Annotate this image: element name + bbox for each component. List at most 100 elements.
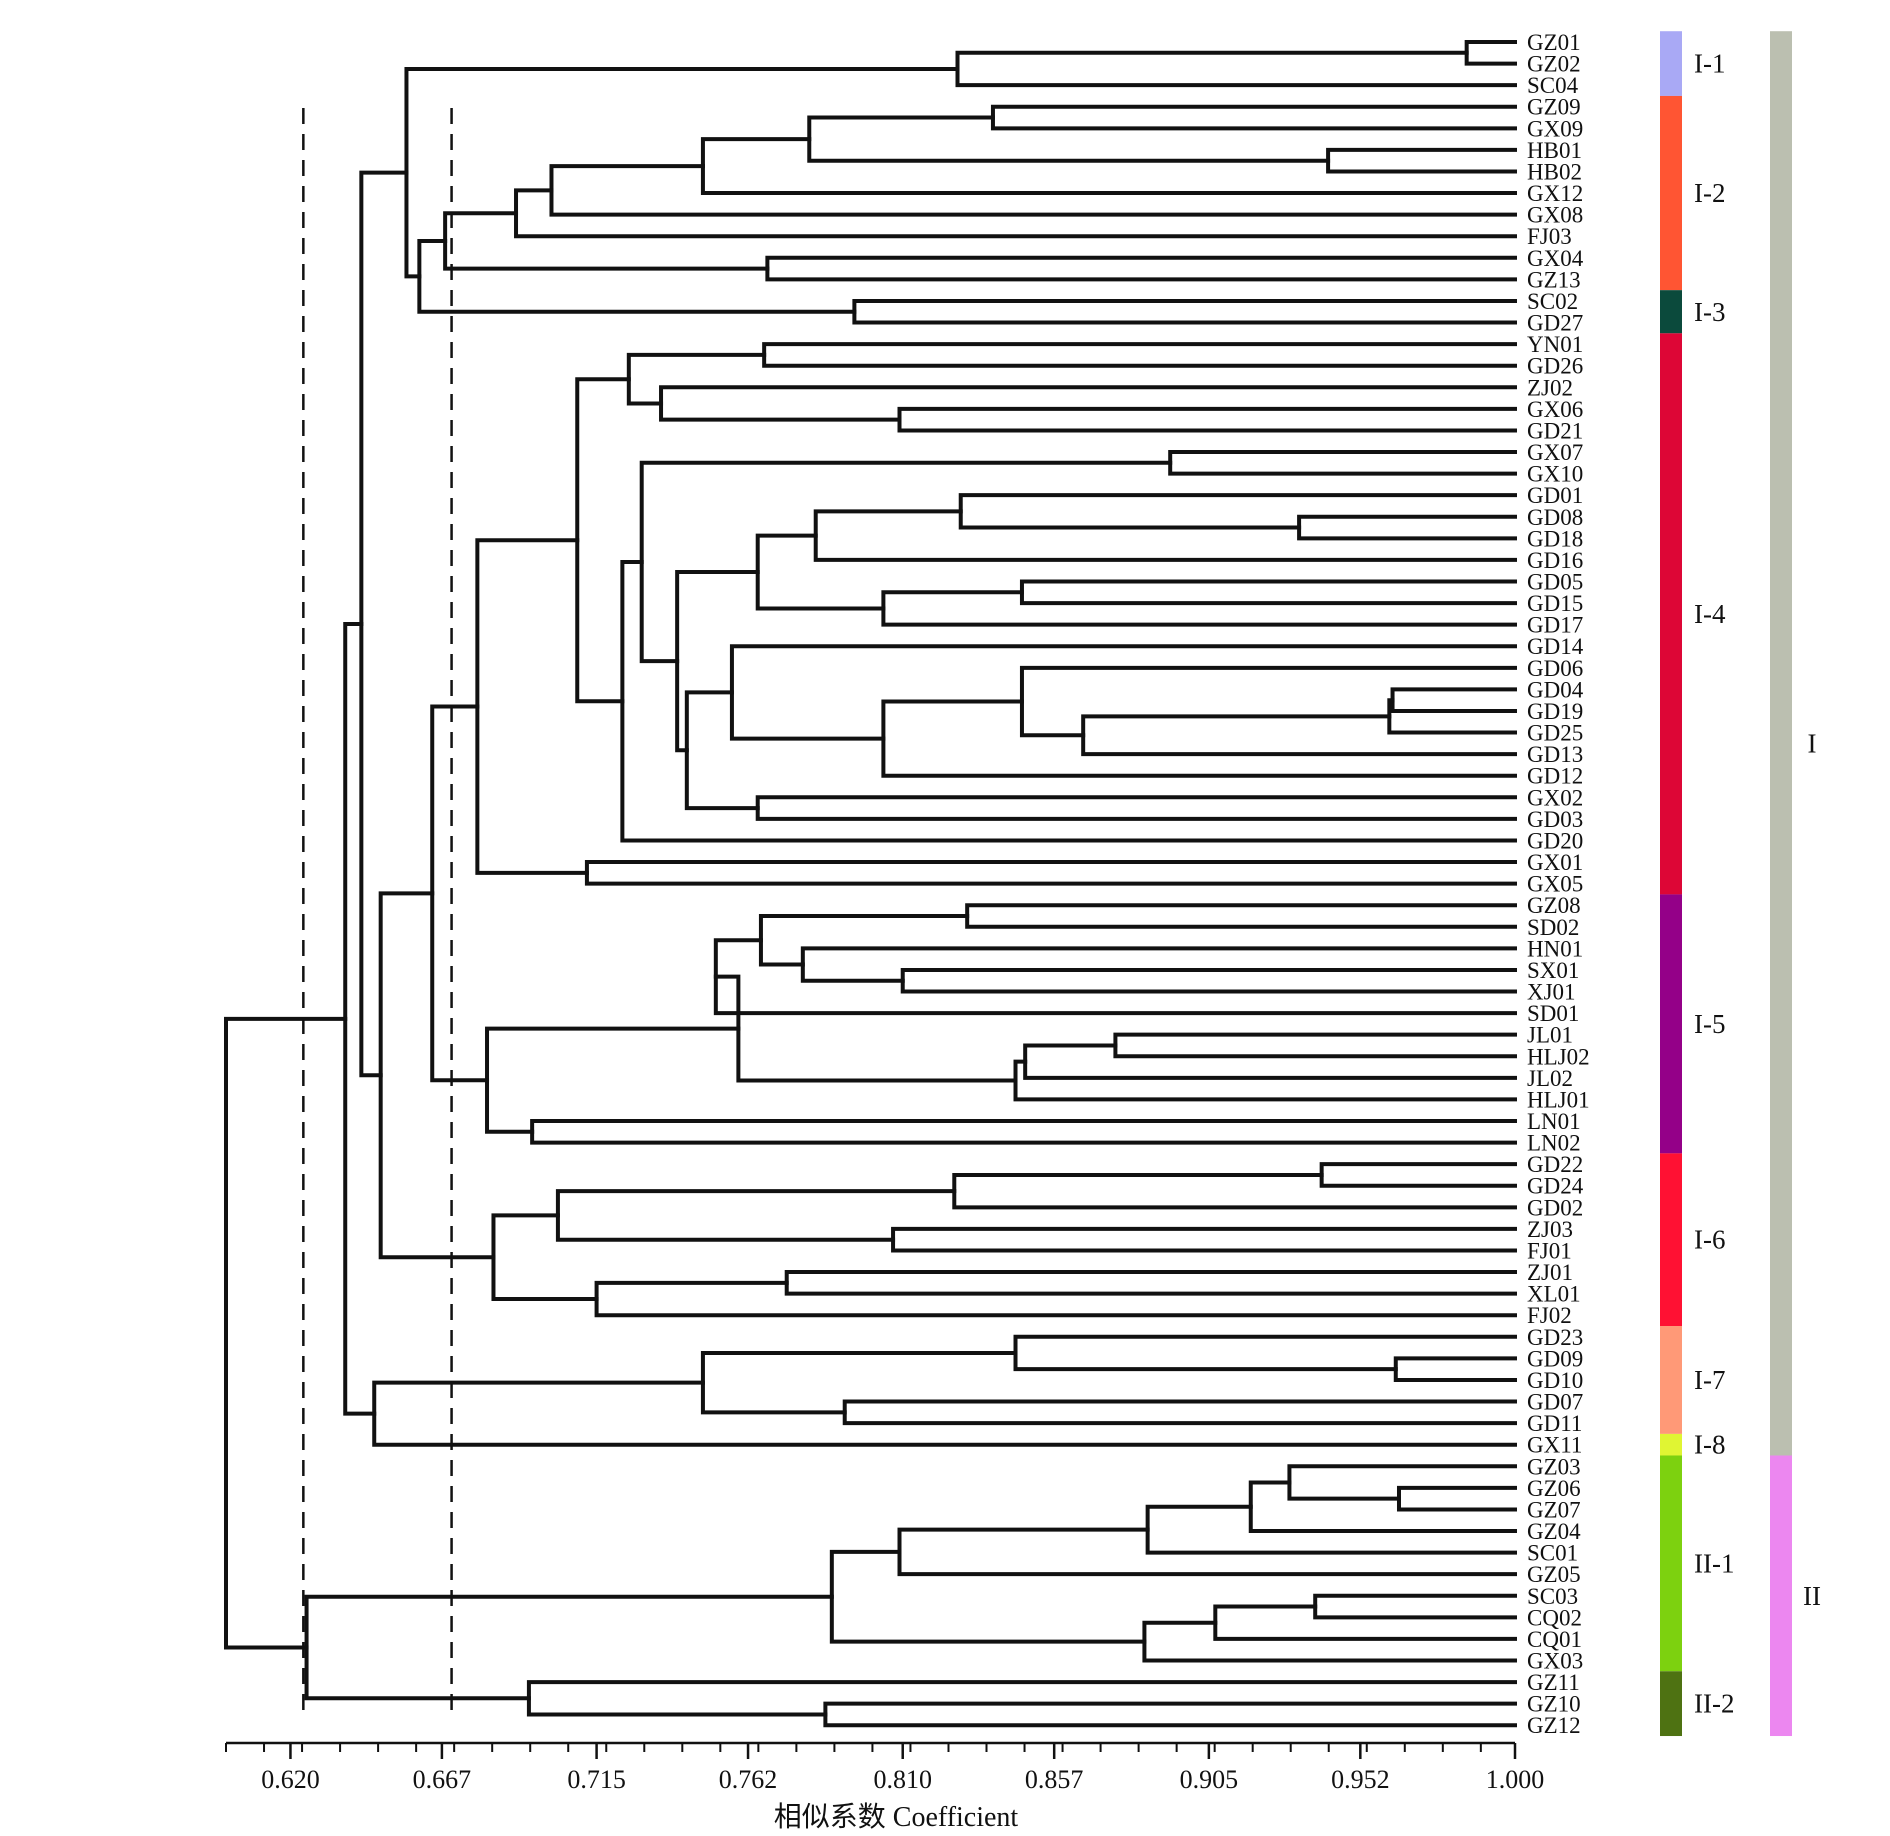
dendrogram-branch — [1019, 665, 1517, 738]
subgroup-label: I-8 — [1694, 1430, 1725, 1460]
leaf-label: YN01 — [1527, 332, 1583, 357]
leaf-label: ZJ01 — [1527, 1260, 1573, 1285]
axis-title: 相似系数 Coefficient — [774, 1801, 1019, 1831]
dendrogram-branch — [1387, 698, 1517, 735]
dendrogram-branch — [684, 690, 760, 811]
leaf-label: GD12 — [1527, 764, 1583, 789]
dendrogram-branch — [729, 644, 1517, 741]
leaf-label: GX06 — [1527, 397, 1583, 422]
dendrogram-branch — [675, 570, 760, 753]
leaf-label: SX01 — [1527, 958, 1579, 983]
leaf-label: XL01 — [1527, 1282, 1581, 1307]
leaf-label: GZ09 — [1527, 95, 1581, 120]
leaf-label: GX11 — [1527, 1433, 1582, 1458]
leaf-label: GD06 — [1527, 656, 1583, 681]
leaf-label: GD21 — [1527, 418, 1583, 443]
leaf-label: HLJ01 — [1527, 1087, 1590, 1112]
leaf-label: SC03 — [1527, 1584, 1578, 1609]
leaf-label: GX08 — [1527, 203, 1583, 228]
dendrogram-branch — [952, 1172, 1517, 1210]
dendrogram-branch — [584, 860, 1517, 886]
leaf-label: GZ04 — [1527, 1519, 1581, 1544]
dendrogram-branch — [784, 1270, 1517, 1296]
leaf-label: GD02 — [1527, 1195, 1583, 1220]
group-label: I — [1808, 728, 1817, 758]
axis-tick-label: 0.667 — [413, 1765, 472, 1794]
leaf-label: GZ05 — [1527, 1562, 1581, 1587]
dendrogram-branch — [1081, 714, 1517, 757]
axis-tick-label: 0.715 — [567, 1765, 626, 1794]
subgroup-bar — [1660, 894, 1682, 1154]
leaf-label: GX01 — [1527, 850, 1583, 875]
dendrogram-branch — [700, 137, 1517, 196]
leaf-label: SD01 — [1527, 1001, 1579, 1026]
leaf-label: GZ01 — [1527, 30, 1581, 55]
subgroup-label: II-1 — [1694, 1548, 1734, 1578]
dendrogram-branch — [659, 385, 1517, 422]
axis-tick-label: 0.762 — [719, 1765, 778, 1794]
subgroup-bar — [1660, 1433, 1682, 1456]
leaf-label: GX04 — [1527, 246, 1584, 271]
dendrogram-branch — [475, 538, 589, 875]
leaf-label: CQ02 — [1527, 1605, 1582, 1630]
leaf-label: ZJ03 — [1527, 1217, 1573, 1242]
dendrogram-branch — [829, 1549, 1147, 1644]
leaf-label: GD08 — [1527, 505, 1583, 530]
leaf-label: HLJ02 — [1527, 1044, 1590, 1069]
dendrogram-branch — [485, 1026, 741, 1134]
subgroup-bars: I-1 I-2 I-3 I-4 I-5 I-6 I-7 I-8 II-1 II-2 — [1660, 31, 1734, 1737]
group-bars: III — [1770, 31, 1821, 1737]
dendrogram-branch — [842, 1399, 1517, 1426]
leaf-label: GD25 — [1527, 721, 1583, 746]
dendrogram-branch — [881, 590, 1517, 627]
leaf-label: GD19 — [1527, 699, 1583, 724]
leaf-label: GX05 — [1527, 872, 1583, 897]
subgroup-bar — [1660, 95, 1682, 291]
leaf-label: LN01 — [1527, 1109, 1581, 1134]
dendrogram-branch — [807, 115, 1331, 163]
group-bar — [1770, 1455, 1792, 1737]
axis-tick-label: 0.857 — [1025, 1765, 1084, 1794]
leaf-label: JL01 — [1527, 1023, 1573, 1048]
leaf-label: GD05 — [1527, 570, 1583, 595]
leaf-label: SC02 — [1527, 289, 1578, 314]
leaf-label: GD18 — [1527, 526, 1583, 551]
axis-tick-label: 0.905 — [1180, 1765, 1239, 1794]
dendrogram-branch — [1019, 579, 1517, 606]
dendrogram-branch — [526, 1680, 1517, 1717]
leaf-label: GX12 — [1527, 181, 1583, 206]
dendrogram-branch — [1464, 40, 1517, 66]
subgroup-label: II-2 — [1694, 1689, 1734, 1719]
subgroup-bar — [1660, 31, 1682, 96]
subgroup-label: I-4 — [1694, 599, 1726, 629]
group-label: II — [1803, 1581, 1821, 1611]
subgroup-label: I-7 — [1694, 1365, 1725, 1395]
dendrogram-branch — [443, 211, 770, 271]
cut-lines — [302, 108, 453, 1718]
leaf-label: FJ01 — [1527, 1238, 1572, 1263]
leaf-label: GZ12 — [1527, 1713, 1581, 1738]
leaf-label: GD16 — [1527, 548, 1583, 573]
leaf-label: GD10 — [1527, 1368, 1583, 1393]
dendrogram-branch — [224, 1016, 348, 1650]
leaf-label: ZJ02 — [1527, 375, 1573, 400]
leaf-label: GZ07 — [1527, 1497, 1581, 1522]
dendrogram-branch — [990, 104, 1517, 131]
subgroup-label: I-5 — [1694, 1009, 1725, 1039]
axis-tick-label: 0.620 — [261, 1765, 320, 1794]
dendrogram-branch — [1313, 1593, 1517, 1620]
dendrogram-branch — [378, 891, 496, 1260]
subgroup-label: I-3 — [1694, 297, 1725, 327]
leaf-label: CQ01 — [1527, 1627, 1582, 1652]
leaf-label: HB02 — [1527, 159, 1582, 184]
subgroup-bar — [1660, 1455, 1682, 1672]
leaf-label: SD02 — [1527, 915, 1579, 940]
dendrogram-branch — [1297, 514, 1517, 541]
dendrogram-branch — [1390, 687, 1517, 713]
dendrogram-branch — [372, 1380, 1517, 1447]
leaf-label: SC04 — [1527, 73, 1579, 98]
leaf-label: GZ03 — [1527, 1454, 1581, 1479]
dendrogram-branch — [639, 460, 1173, 664]
leaf-label: JL02 — [1527, 1066, 1573, 1091]
leaf-label: GX10 — [1527, 462, 1583, 487]
